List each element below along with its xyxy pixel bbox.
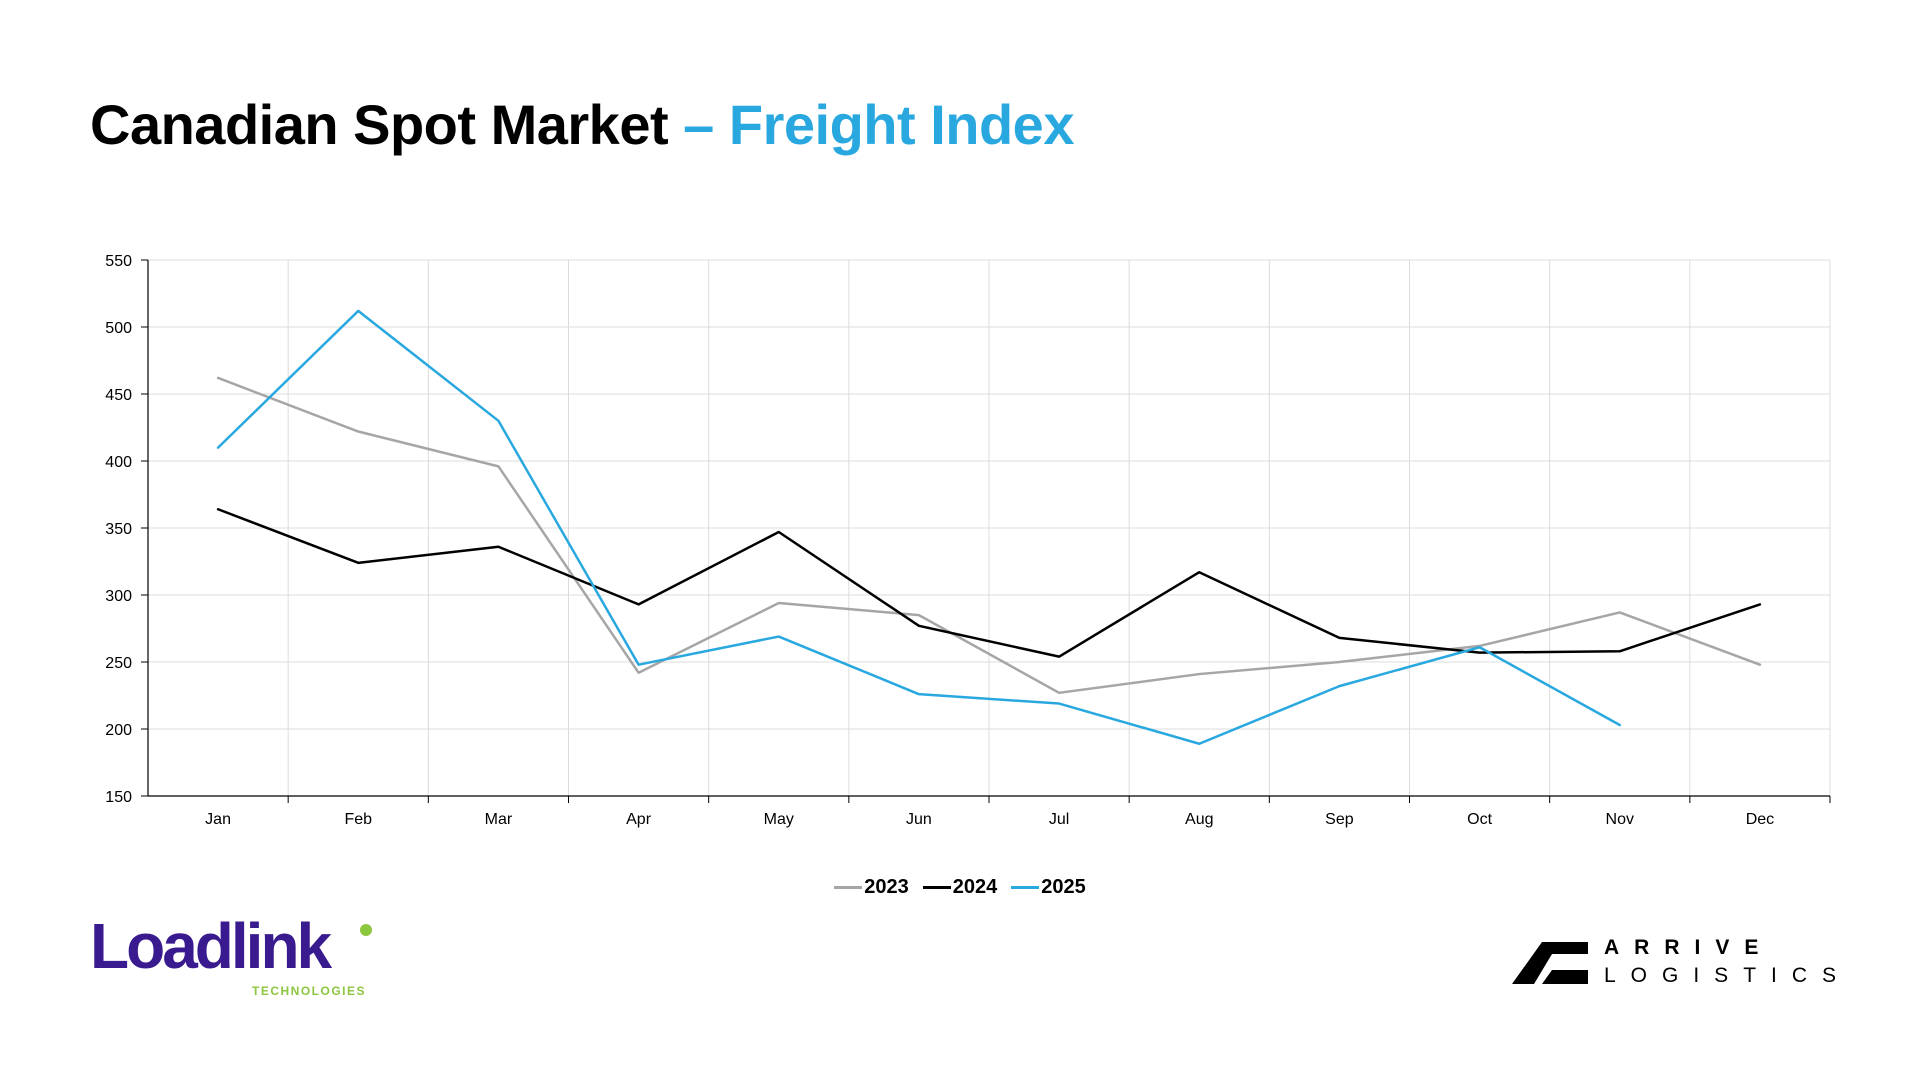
legend-item-2024: 2024: [922, 876, 998, 899]
legend-swatch: [922, 886, 951, 889]
chart-grid: [148, 259, 1831, 796]
series-line-2025: [216, 309, 1621, 745]
x-tick-label: Jun: [906, 811, 932, 828]
loadlink-logo: Loadlink TECHNOLOGIES: [90, 914, 390, 1000]
y-tick-label: 550: [105, 253, 132, 270]
arrive-wordmark: ARRIVE: [1604, 936, 1774, 959]
arrive-mark-icon: [1512, 942, 1588, 984]
logistics-wordmark: LOGISTICS: [1604, 964, 1852, 987]
x-tick-label: Sep: [1325, 811, 1354, 828]
x-tick-label: Feb: [344, 811, 372, 828]
legend-label: 2025: [1041, 876, 1086, 898]
title-accent: – Freight Index: [683, 93, 1074, 156]
legend-label: 2023: [864, 876, 909, 898]
arrive-logistics-logo: ARRIVE LOGISTICS: [1512, 936, 1852, 1006]
y-tick-label: 250: [105, 655, 132, 672]
y-tick-label: 150: [105, 789, 132, 806]
y-tick-label: 350: [105, 521, 132, 538]
x-tick-label: Oct: [1467, 811, 1492, 828]
x-tick-label: Dec: [1746, 811, 1774, 828]
legend-item-2025: 2025: [1011, 876, 1086, 899]
chart-axes: 150 200 250 300 350 400 450 500 550 Jan Feb Mar Apr M…: [105, 253, 1831, 828]
x-tick-label: Jul: [1049, 811, 1069, 828]
loadlink-dot-icon: [360, 924, 372, 936]
y-tick-label: 500: [105, 320, 132, 337]
y-tick-label: 200: [105, 722, 132, 739]
x-tick-label: Apr: [626, 811, 652, 828]
chart-legend: 2023 2024 2025: [0, 876, 1920, 899]
x-tick-label: Mar: [485, 811, 513, 828]
legend-label: 2024: [952, 876, 998, 898]
x-tick-label: May: [764, 811, 794, 828]
x-tick-label: Aug: [1185, 811, 1213, 828]
legend-item-2023: 2023: [834, 876, 909, 899]
loadlink-subtitle: TECHNOLOGIES: [252, 984, 367, 998]
legend-swatch: [834, 886, 863, 889]
title-main: Canadian Spot Market: [90, 93, 669, 156]
y-tick-label: 400: [105, 454, 132, 471]
x-tick-label: Nov: [1606, 811, 1634, 828]
legend-swatch: [1011, 886, 1040, 889]
x-tick-label: Jan: [205, 811, 231, 828]
y-tick-label: 450: [105, 387, 132, 404]
chart-series: [216, 309, 1762, 745]
loadlink-wordmark: Loadlink: [90, 910, 332, 982]
page-title: Canadian Spot Market – Freight Index: [90, 92, 1074, 157]
series-line-2024: [216, 507, 1762, 658]
series-line-2023: [216, 376, 1762, 695]
y-tick-label: 300: [105, 588, 132, 605]
